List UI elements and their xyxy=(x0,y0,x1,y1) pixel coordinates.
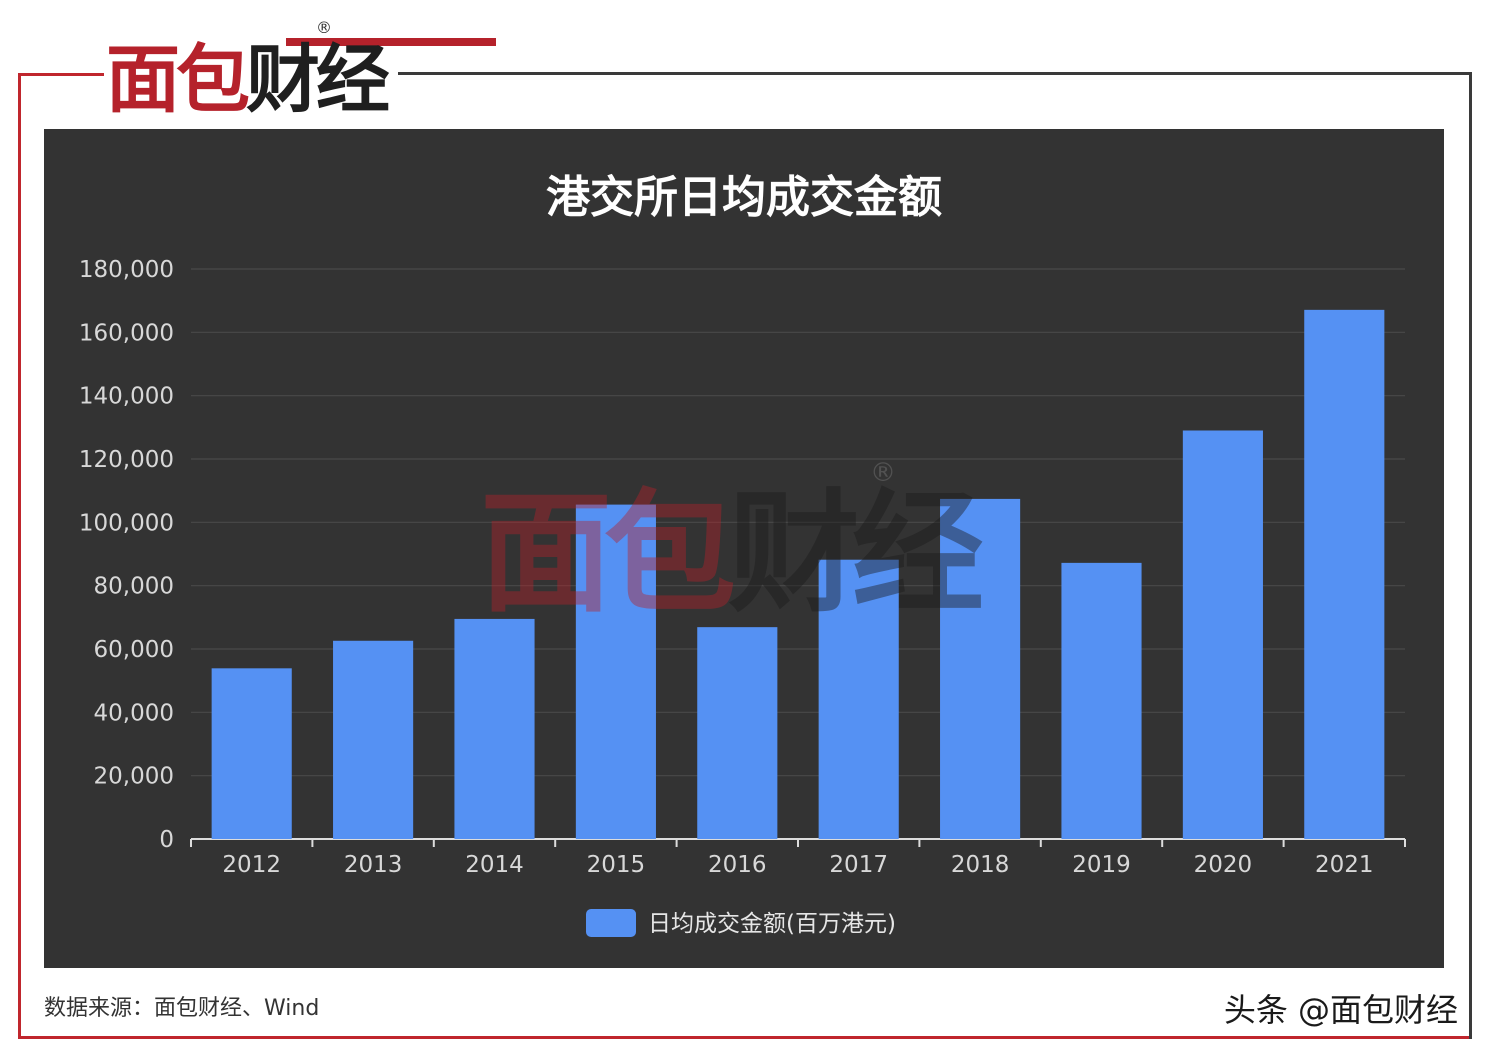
x-tick-label: 2017 xyxy=(829,852,888,878)
bar-chart: 0 20,000 40,000 60,000 80,000 100,000 120,000 1… xyxy=(79,257,1406,937)
y-tick-label: 160,000 xyxy=(79,320,174,346)
chart-panel: 港交所日均成交金额 0 20,000 40,000 60,000 80,000 100,0… xyxy=(44,129,1444,968)
x-tick-label: 2018 xyxy=(951,852,1010,878)
y-tick-label: 60,000 xyxy=(94,637,174,663)
y-tick-label: 180,000 xyxy=(79,257,174,283)
y-tick-label: 140,000 xyxy=(79,384,174,410)
logo-registered-mark: ® xyxy=(316,18,332,37)
bar-2019 xyxy=(1061,562,1142,839)
author-credit: 头条 @面包财经 xyxy=(1223,991,1458,1029)
bar-2017 xyxy=(818,559,899,839)
frame-top-left xyxy=(18,73,104,76)
frame-top-right xyxy=(398,72,1472,75)
bar-2020 xyxy=(1182,430,1263,839)
bar-2012 xyxy=(211,668,292,839)
x-tick-label: 2012 xyxy=(222,852,281,878)
x-tick-label: 2015 xyxy=(587,852,646,878)
x-tick-label: 2020 xyxy=(1194,852,1253,878)
bar-2021 xyxy=(1304,309,1385,840)
y-tick-label: 0 xyxy=(159,827,174,853)
legend-swatch xyxy=(586,909,636,937)
frame-right xyxy=(1469,72,1472,1039)
data-source-note: 数据来源：面包财经、Wind xyxy=(44,996,320,1021)
y-tick-label: 40,000 xyxy=(94,700,174,726)
bar-2016 xyxy=(697,627,778,839)
bar-2013 xyxy=(333,640,414,839)
legend-label: 日均成交金额(百万港元) xyxy=(648,911,896,937)
x-tick-label: 2016 xyxy=(708,852,767,878)
logo-accent-bar xyxy=(286,38,496,46)
bar-2014 xyxy=(454,618,535,839)
logo-text-red: 面包 xyxy=(106,37,250,123)
bar-2015 xyxy=(575,504,656,839)
x-tick-label: 2013 xyxy=(344,852,403,878)
y-tick-label: 120,000 xyxy=(79,447,174,473)
frame-left xyxy=(18,73,21,1039)
brand-logo: ® 面包财经 xyxy=(106,14,496,120)
bar-2018 xyxy=(940,498,1021,839)
logo-text: 面包财经 xyxy=(106,37,390,123)
chart-title: 港交所日均成交金额 xyxy=(546,172,942,223)
logo-text-dark: 财经 xyxy=(246,37,390,123)
x-tick-label: 2014 xyxy=(465,852,524,878)
x-tick-label: 2019 xyxy=(1072,852,1131,878)
frame-bottom xyxy=(18,1036,1472,1039)
y-tick-label: 100,000 xyxy=(79,510,174,536)
y-tick-label: 20,000 xyxy=(94,764,174,790)
y-tick-label: 80,000 xyxy=(94,574,174,600)
x-tick-label: 2021 xyxy=(1315,852,1374,878)
